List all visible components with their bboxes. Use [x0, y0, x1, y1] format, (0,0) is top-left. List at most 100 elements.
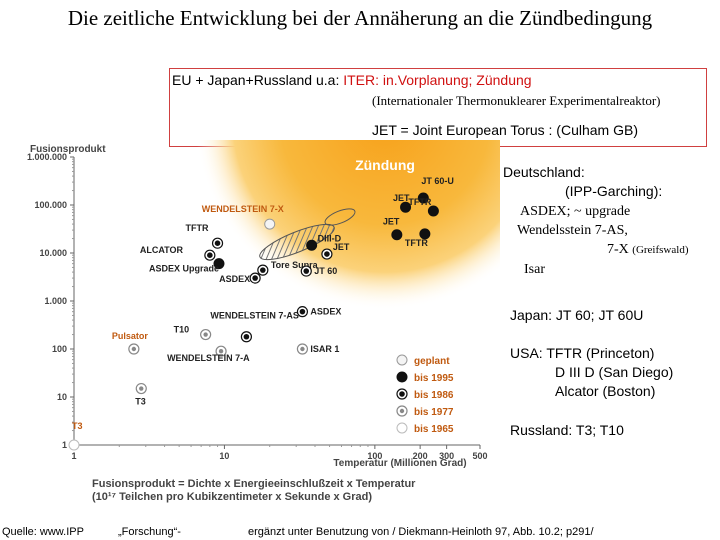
chart-caption-line2: (10¹⁷ Teilchen pro Kubikzentimeter x Sek… [92, 491, 372, 503]
legend-label: bis 1965 [414, 424, 454, 435]
data-point [200, 328, 212, 341]
x-tick-label: 200 [413, 451, 428, 461]
iter-info-line1: EU + Japan+Russland u.a: ITER: in.Vorpla… [172, 72, 532, 88]
y-tick-label: 1.000 [44, 296, 67, 306]
data-point-label: T3 [135, 397, 146, 407]
data-point-label: T10 [174, 325, 190, 335]
footer-supplement: ergänzt unter Benutzung von / Diekmann-H… [248, 526, 594, 538]
germany-w7x: 7-X (Greifswald) [607, 240, 688, 260]
data-point [135, 382, 147, 395]
data-point [300, 265, 312, 277]
data-point [68, 439, 80, 451]
iter-info-line2: (Internationaler Thermonuklearer Experim… [372, 93, 661, 108]
data-point [400, 201, 412, 213]
chart-legend: geplant bis 1995 bis 1986 bis 1977 bis 1965 [396, 354, 454, 435]
data-point [264, 218, 276, 230]
data-point-label: ASDEX [219, 274, 250, 284]
data-point-label: WENDELSTEIN 7-X [202, 204, 284, 214]
ignition-projection-band [324, 208, 356, 226]
data-point [321, 248, 333, 260]
germany-isar: Isar [524, 262, 545, 277]
data-point [306, 239, 318, 251]
x-tick-label: 1 [71, 451, 76, 461]
data-point-label: Tore Supra [271, 260, 319, 270]
data-point-label: JET [383, 217, 400, 227]
usa-line1: USA: TFTR (Princeton) [510, 345, 655, 361]
data-point [417, 192, 429, 204]
chart-caption-line1: Fusionsprodukt = Dichte x Energieeinschl… [92, 478, 416, 490]
data-point-label: ALCATOR [140, 245, 184, 255]
data-point-label: JT 60 [314, 266, 337, 276]
data-point [296, 343, 309, 355]
data-point-label: WENDELSTEIN 7-AS [210, 311, 299, 321]
legend-label: bis 1986 [414, 390, 454, 401]
legend-marker [396, 354, 408, 366]
footer-source: Quelle: www.IPP [2, 526, 84, 538]
usa-line2: D III D (San Diego) [555, 364, 674, 380]
legend-label: geplant [414, 356, 450, 367]
data-point-label: TFTR [408, 197, 431, 207]
data-point [419, 228, 431, 240]
data-point [257, 264, 269, 276]
data-point [215, 345, 227, 357]
data-point-label: TFTR [405, 238, 428, 248]
x-tick-label: 100 [367, 451, 382, 461]
data-point [128, 343, 140, 355]
iter-info-highlight: ITER: in.Vorplanung; Zündung [343, 72, 532, 88]
data-point-label: TFTR [186, 223, 209, 233]
legend-marker [396, 405, 408, 417]
data-point [391, 229, 403, 241]
ignition-region [196, 140, 500, 310]
data-point-label: ISAR 1 [310, 344, 339, 354]
germany-w7x-location: (Greifswald) [632, 244, 689, 256]
data-point-label: JET [333, 242, 350, 252]
footer-forschung: „Forschung“- [118, 526, 181, 538]
data-point [427, 205, 439, 217]
russia-text: Russland: T3; T10 [510, 422, 624, 438]
y-tick-label: 1.000.000 [27, 152, 67, 162]
data-point [249, 272, 261, 284]
legend-marker [396, 371, 408, 383]
legend-marker [396, 388, 408, 400]
w7x-projection-band [259, 223, 335, 261]
germany-asdex: ASDEX; ~ upgrade [520, 204, 631, 219]
ignition-label: Zündung [355, 157, 415, 173]
x-axis-title: Temperatur (Millionen Grad) [333, 458, 466, 469]
legend-label: bis 1977 [414, 407, 454, 418]
usa-line3: Alcator (Boston) [555, 383, 656, 399]
y-tick-label: 10.000 [39, 248, 67, 258]
data-point [296, 306, 309, 318]
japan-text: Japan: JT 60; JT 60U [510, 307, 644, 323]
data-point-label: ASDEX Upgrade [149, 264, 219, 274]
x-tick-label: 10 [219, 451, 229, 461]
germany-heading: Deutschland: [503, 164, 585, 180]
germany-wendelstein: Wendelsstein 7-AS, [517, 223, 628, 238]
legend-marker [396, 422, 408, 434]
chart-axes: 1 10 100 1.000 10.000 100.000 1.000.000 1 10 100 2… [27, 152, 488, 461]
data-point-label: T3 [72, 421, 83, 431]
iter-info-line3: JET = Joint European Torus : (Culham GB) [372, 122, 638, 138]
data-point-label: JT 60-U [421, 176, 454, 186]
germany-w7x-label: 7-X [607, 242, 629, 257]
data-point-label: DIII-D [318, 233, 342, 243]
y-tick-label: 1 [62, 440, 67, 450]
data-point-label: JET [393, 193, 410, 203]
data-point-label: ASDEX [310, 307, 341, 317]
data-point [213, 258, 225, 270]
data-point-label: Pulsator [112, 331, 149, 341]
iter-info-prefix: EU + Japan+Russland u.a: [172, 72, 340, 88]
data-point [211, 237, 224, 249]
fusion-progress-chart: Zündung Fusionsprodukt 1 10 100 1.000 10.000… [27, 140, 500, 503]
data-point-label: WENDELSTEIN 7-A [167, 353, 250, 363]
slide-title: Die zeitliche Entwicklung bei der Annähe… [67, 6, 653, 30]
data-point [240, 331, 253, 343]
y-axis-title: Fusionsprodukt [30, 144, 106, 155]
y-tick-label: 100.000 [34, 200, 67, 210]
y-tick-label: 100 [52, 344, 67, 354]
germany-ipp: (IPP-Garching): [565, 183, 663, 199]
data-point [204, 249, 216, 261]
legend-label: bis 1995 [414, 373, 454, 384]
x-tick-label: 500 [472, 451, 487, 461]
y-tick-label: 10 [57, 392, 67, 402]
